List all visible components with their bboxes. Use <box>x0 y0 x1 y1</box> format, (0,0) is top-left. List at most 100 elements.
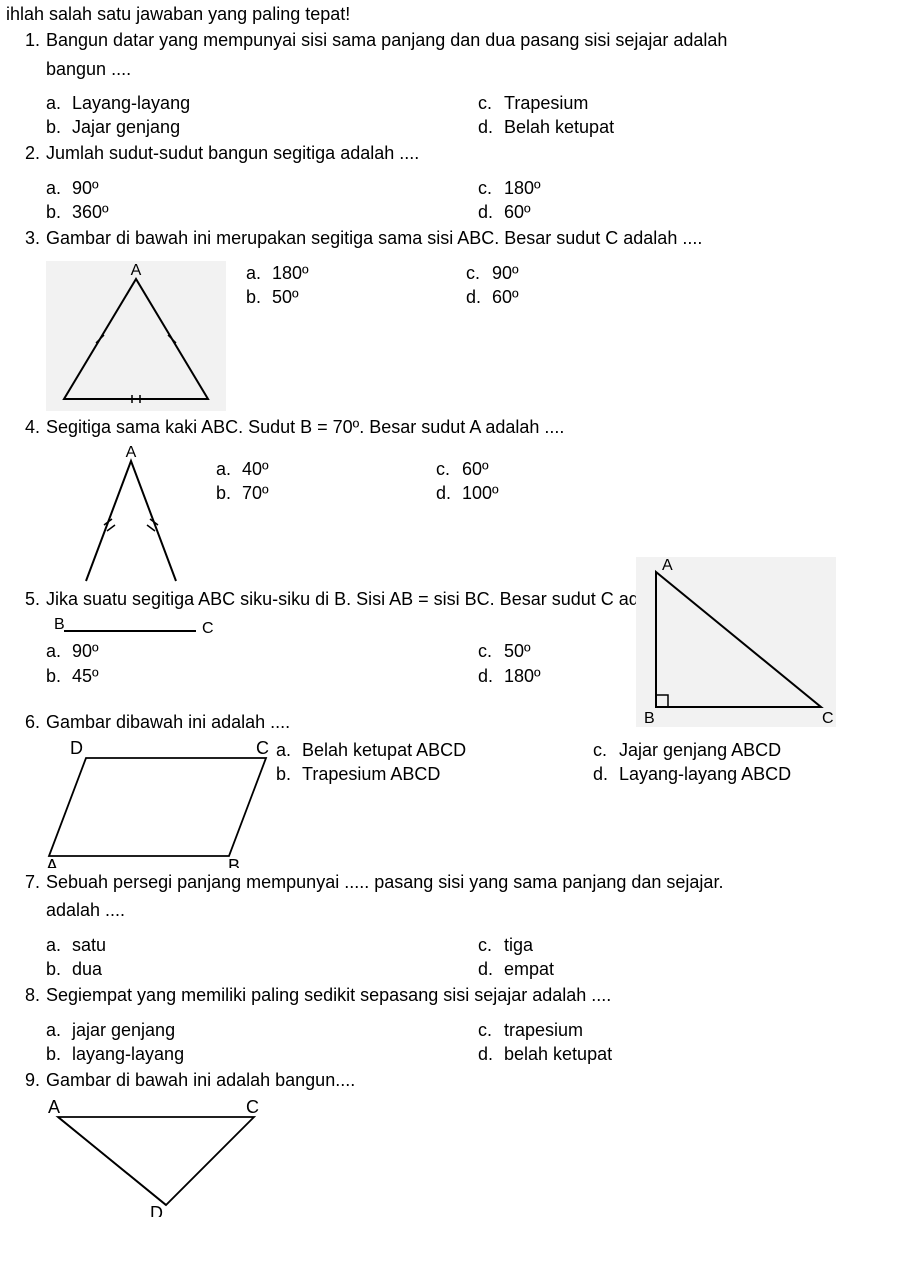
q5-figure-right-triangle: A B C <box>636 557 836 727</box>
instruction-text: ihlah salah satu jawaban yang paling tep… <box>6 2 910 26</box>
q2-b-label: b. <box>46 200 72 224</box>
q1-c-label: c. <box>478 91 504 115</box>
q1-b-text: Jajar genjang <box>72 115 180 139</box>
q3-c-label: c. <box>466 261 492 285</box>
q7-c-text: tiga <box>504 933 533 957</box>
q2-c-label: c. <box>478 176 504 200</box>
q8-b-text: layang-layang <box>72 1042 184 1066</box>
q6-label-C: C <box>256 738 269 758</box>
q3-a-text: 180º <box>272 261 309 285</box>
q3-c-text: 90º <box>492 261 519 285</box>
q4-b-text: 70º <box>242 481 269 505</box>
q7-c-label: c. <box>478 933 504 957</box>
q9-label-D: D <box>150 1203 163 1217</box>
q1-d-text: Belah ketupat <box>504 115 614 139</box>
question-3: 3. Gambar di bawah ini merupakan segitig… <box>6 226 910 412</box>
q2-number: 2. <box>6 141 46 224</box>
q1-c-text: Trapesium <box>504 91 588 115</box>
q9-label-C: C <box>246 1097 259 1117</box>
q5-label-B: B <box>644 710 655 727</box>
q7-b-text: dua <box>72 957 102 981</box>
q1-a-text: Layang-layang <box>72 91 190 115</box>
q4-label-A: A <box>126 444 137 461</box>
q2-d-text: 60º <box>504 200 531 224</box>
q1-b-label: b. <box>46 115 72 139</box>
q8-c-text: trapesium <box>504 1018 583 1042</box>
q3-d-text: 60º <box>492 285 519 309</box>
q8-d-text: belah ketupat <box>504 1042 612 1066</box>
q4-d-text: 100º <box>462 481 499 505</box>
q2-b-text: 360º <box>72 200 109 224</box>
q5-d-text: 180º <box>504 664 541 688</box>
q7-d-text: empat <box>504 957 554 981</box>
q3-a-label: a. <box>246 261 272 285</box>
q4-a-label: a. <box>216 457 242 481</box>
q4-figure-isosceles-triangle: A <box>46 443 216 583</box>
question-2: 2. Jumlah sudut-sudut bangun segitiga ad… <box>6 141 910 224</box>
q7-text-line2: adalah .... <box>46 898 910 922</box>
svg-text:C: C <box>202 620 214 637</box>
q2-a-label: a. <box>46 176 72 200</box>
question-5: 5. Jika suatu segitiga ABC siku-siku di … <box>6 587 910 688</box>
q8-a-text: jajar genjang <box>72 1018 175 1042</box>
q1-text-line1: Bangun datar yang mempunyai sisi sama pa… <box>46 28 910 52</box>
q6-d-label: d. <box>593 762 619 786</box>
q7-number: 7. <box>6 870 46 981</box>
q3-d-label: d. <box>466 285 492 309</box>
question-1: 1. Bangun datar yang mempunyai sisi sama… <box>6 28 910 139</box>
q9-label-A: A <box>48 1097 60 1117</box>
q2-a-text: 90º <box>72 176 99 200</box>
question-7: 7. Sebuah persegi panjang mempunyai ....… <box>6 870 910 981</box>
q6-b-text: Trapesium ABCD <box>302 762 440 786</box>
q4-number: 4. <box>6 415 46 585</box>
q6-figure-parallelogram: D C A B <box>46 738 276 868</box>
q5-a-text: 90º <box>72 639 99 663</box>
q2-d-label: d. <box>478 200 504 224</box>
q6-label-A: A <box>46 856 58 868</box>
q6-a-text: Belah ketupat ABCD <box>302 738 466 762</box>
q3-text: Gambar di bawah ini merupakan segitiga s… <box>46 226 910 250</box>
q7-d-label: d. <box>478 957 504 981</box>
q3-figure-equilateral-triangle: A <box>46 261 226 411</box>
q7-text-line1: Sebuah persegi panjang mempunyai ..... p… <box>46 870 910 894</box>
q4-d-label: d. <box>436 481 462 505</box>
question-9: 9. Gambar di bawah ini adalah bangun....… <box>6 1068 910 1216</box>
q9-text: Gambar di bawah ini adalah bangun.... <box>46 1068 910 1092</box>
q7-a-label: a. <box>46 933 72 957</box>
q2-c-text: 180º <box>504 176 541 200</box>
q4-c-label: c. <box>436 457 462 481</box>
q8-a-label: a. <box>46 1018 72 1042</box>
q5-number: 5. <box>6 587 46 688</box>
q6-d-text: Layang-layang ABCD <box>619 762 791 786</box>
q5-b-label: b. <box>46 664 72 688</box>
q5-c-label: c. <box>478 639 504 663</box>
q4-text: Segitiga sama kaki ABC. Sudut B = 70º. B… <box>46 415 910 439</box>
q9-figure-rhombus: A C D <box>46 1097 910 1217</box>
q1-number: 1. <box>6 28 46 139</box>
svg-text:B: B <box>54 616 65 633</box>
q8-text: Segiempat yang memiliki paling sedikit s… <box>46 983 910 1007</box>
q1-d-label: d. <box>478 115 504 139</box>
q7-a-text: satu <box>72 933 106 957</box>
q8-b-label: b. <box>46 1042 72 1066</box>
q8-number: 8. <box>6 983 46 1066</box>
q4-b-label: b. <box>216 481 242 505</box>
question-6: 6. Gambar dibawah ini adalah .... D C A … <box>6 710 910 868</box>
q1-text-line2: bangun .... <box>46 57 910 81</box>
q3-b-text: 50º <box>272 285 299 309</box>
question-8: 8. Segiempat yang memiliki paling sediki… <box>6 983 910 1066</box>
q6-b-label: b. <box>276 762 302 786</box>
q6-number: 6. <box>6 710 46 868</box>
q1-a-label: a. <box>46 91 72 115</box>
q4-a-text: 40º <box>242 457 269 481</box>
q5-label-C: C <box>822 710 834 727</box>
q6-label-B: B <box>228 856 240 868</box>
q3-number: 3. <box>6 226 46 412</box>
q3-b-label: b. <box>246 285 272 309</box>
q5-label-A: A <box>662 557 673 574</box>
q6-c-label: c. <box>593 738 619 762</box>
q5-d-label: d. <box>478 664 504 688</box>
q9-number: 9. <box>6 1068 46 1216</box>
q8-c-label: c. <box>478 1018 504 1042</box>
q3-label-A: A <box>131 262 142 279</box>
